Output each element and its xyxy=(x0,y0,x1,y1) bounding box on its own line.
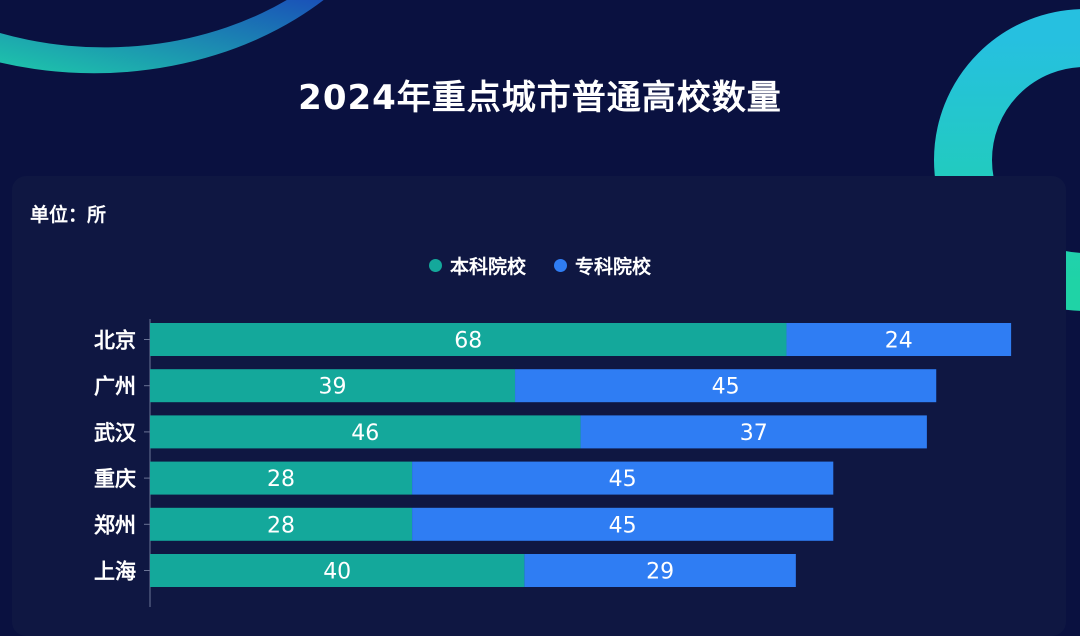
legend-dot-junior xyxy=(554,259,567,272)
data-label-junior: 24 xyxy=(885,329,913,354)
data-label-bachelor: 46 xyxy=(351,421,379,446)
bar-junior xyxy=(580,415,927,449)
bar-bachelor xyxy=(150,507,413,541)
data-label-bachelor: 39 xyxy=(319,375,347,400)
data-label-junior: 45 xyxy=(609,513,637,538)
bar-junior xyxy=(412,461,834,495)
bar-junior xyxy=(412,507,834,541)
category-label: 重庆 xyxy=(94,467,136,491)
bar-bachelor xyxy=(150,369,516,403)
unit-label: 单位：所 xyxy=(30,204,107,226)
data-label-junior: 45 xyxy=(712,375,740,400)
category-label: 上海 xyxy=(94,560,136,584)
bar-junior xyxy=(524,554,796,587)
chart-title: 2024年重点城市普通高校数量 xyxy=(298,78,782,118)
data-label-bachelor: 68 xyxy=(454,329,482,354)
category-label: 武汉 xyxy=(94,421,137,445)
legend-item-junior: 专科院校 xyxy=(554,252,651,279)
data-label-bachelor: 28 xyxy=(267,513,295,538)
bar-junior xyxy=(515,369,937,403)
legend-label-junior: 专科院校 xyxy=(575,256,652,278)
data-label-junior: 45 xyxy=(609,467,637,492)
top-left-arc-decoration xyxy=(0,0,324,74)
bar-bachelor xyxy=(150,554,525,587)
data-label-junior: 37 xyxy=(740,421,768,446)
legend-item-bachelor: 本科院校 xyxy=(428,252,526,279)
category-label: 广州 xyxy=(94,375,136,399)
bar-junior xyxy=(786,323,1012,356)
bar-bachelor xyxy=(150,461,413,495)
category-label: 郑州 xyxy=(94,513,136,537)
background-decoration xyxy=(0,0,1080,311)
legend-label-bachelor: 本科院校 xyxy=(449,256,526,278)
category-label: 北京 xyxy=(94,329,136,353)
legend-dot-bachelor xyxy=(428,259,442,272)
data-label-junior: 29 xyxy=(646,560,674,585)
bar-bachelor xyxy=(150,415,581,449)
legend: 本科院校 专科院校 xyxy=(0,252,1080,279)
data-label-bachelor: 28 xyxy=(267,467,295,492)
top-right-ring-decoration xyxy=(934,9,1080,311)
bar-bachelor xyxy=(150,323,787,356)
data-label-bachelor: 40 xyxy=(323,560,351,585)
bar-chart: 北京 68 24 广州 39 45 武汉 46 37 重庆 28 45 郑州 28 45 上海 40 29 xyxy=(94,319,1012,607)
